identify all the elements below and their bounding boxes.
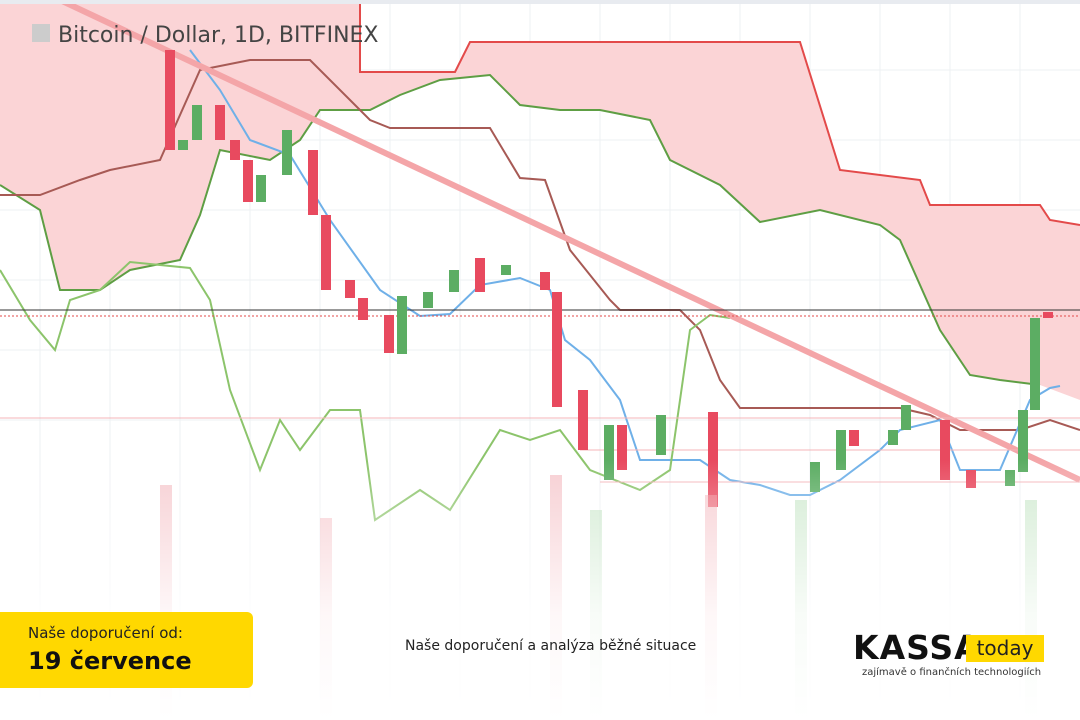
span-b xyxy=(359,0,1080,226)
icon xyxy=(32,24,50,42)
chart-title: Bitcoin / Dollar, 1D, BITFINEX xyxy=(58,23,379,48)
trend-line xyxy=(58,0,1080,483)
badge-label: Naše doporučení od: xyxy=(28,624,183,642)
caption: Naše doporučení a analýza běžné situace xyxy=(405,638,697,654)
badge-date: 19 července xyxy=(28,647,192,675)
logo-tagline: zajímavě o finančních technologiích xyxy=(862,667,1042,678)
top-bar xyxy=(0,0,1080,4)
cloud xyxy=(0,0,1080,400)
logo-suffix: today xyxy=(966,635,1044,662)
span-a xyxy=(0,73,1041,386)
date-badge: Naše doporučení od: 19 července xyxy=(0,612,253,688)
logo-brand: KASSA xyxy=(853,628,981,667)
